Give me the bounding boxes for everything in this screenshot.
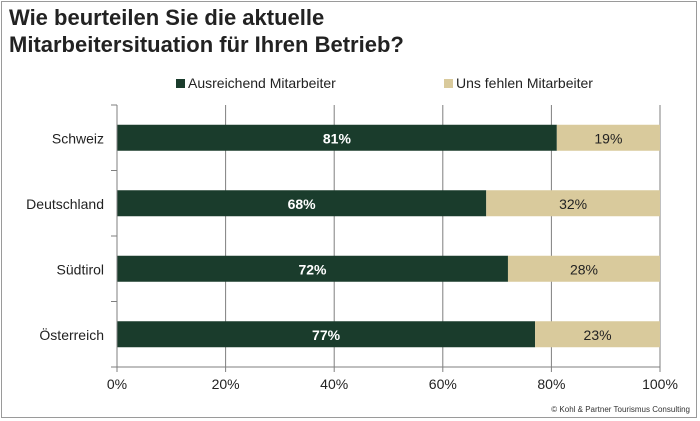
x-tick-label: 80% — [537, 376, 565, 392]
legend-fehlen-label: Uns fehlen Mitarbeiter — [456, 75, 593, 91]
data-label: 81% — [323, 130, 352, 146]
x-tick-label: 60% — [429, 376, 457, 392]
legend-ausreichend-label: Ausreichend Mitarbeiter — [188, 75, 336, 91]
bar-fehlen — [556, 124, 660, 151]
chart-title: Wie beurteilen Sie die aktuelle Mitarbei… — [9, 4, 404, 58]
category-label: Deutschland — [26, 196, 104, 212]
data-label: 23% — [584, 327, 612, 343]
legend-fehlen-swatch — [444, 79, 453, 88]
bar-fehlen — [507, 255, 660, 282]
data-label: 19% — [594, 130, 622, 146]
bar-fehlen — [486, 190, 660, 217]
copyright-credit: © Kohl & Partner Tourismus Consulting — [551, 405, 690, 414]
data-label: 72% — [298, 261, 327, 277]
bar-ausreichend — [117, 190, 487, 217]
category-label: Österreich — [39, 326, 104, 343]
legend-ausreichend-swatch — [176, 79, 185, 88]
x-tick-label: 100% — [642, 376, 678, 392]
x-tick-label: 0% — [107, 376, 127, 392]
category-label: Südtirol — [57, 261, 104, 277]
bar-ausreichend — [117, 321, 536, 348]
chart-title-line-2: Mitarbeitersituation für Ihren Betrieb? — [9, 32, 404, 57]
data-label: 32% — [559, 196, 587, 212]
data-label: 77% — [312, 327, 341, 343]
category-label: Schweiz — [52, 130, 104, 146]
bar-ausreichend — [117, 255, 508, 282]
chart-title-line-1: Wie beurteilen Sie die aktuelle — [9, 5, 325, 30]
bar-ausreichend — [117, 124, 557, 151]
data-label: 28% — [570, 261, 598, 277]
data-label: 68% — [288, 196, 317, 212]
bar-fehlen — [535, 321, 660, 348]
x-tick-label: 20% — [212, 376, 240, 392]
x-tick-label: 40% — [320, 376, 348, 392]
